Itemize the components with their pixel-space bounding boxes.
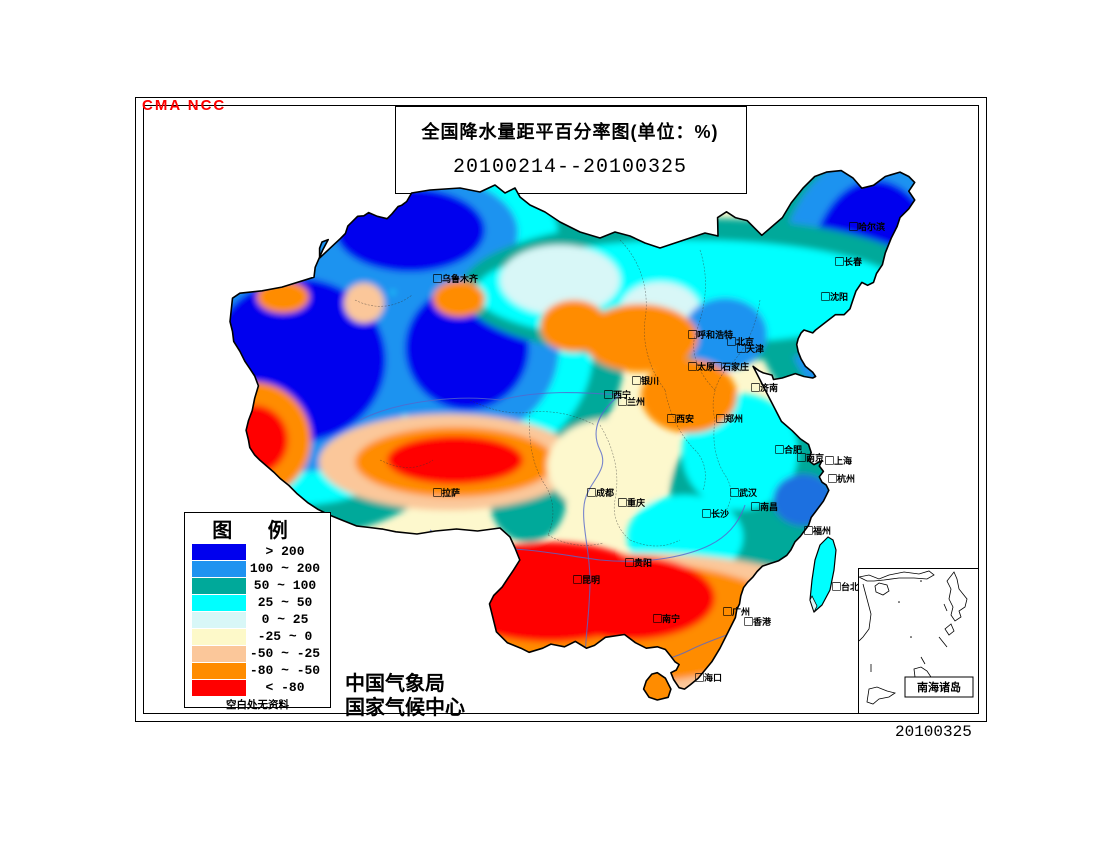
svg-text:南海诸岛: 南海诸岛 — [917, 680, 961, 694]
